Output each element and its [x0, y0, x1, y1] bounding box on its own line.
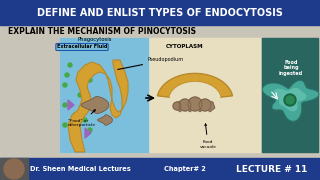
- Polygon shape: [85, 128, 91, 138]
- Text: Food
being
ingested: Food being ingested: [279, 60, 303, 76]
- Bar: [262, 38, 318, 152]
- Circle shape: [88, 78, 92, 82]
- Polygon shape: [169, 82, 221, 100]
- Circle shape: [83, 98, 87, 102]
- Circle shape: [68, 63, 72, 67]
- Circle shape: [286, 96, 294, 104]
- Bar: [0, 158, 28, 180]
- Polygon shape: [175, 100, 215, 112]
- Polygon shape: [157, 73, 233, 97]
- Circle shape: [78, 93, 82, 97]
- Circle shape: [73, 133, 77, 137]
- Circle shape: [199, 99, 211, 111]
- Bar: [60, 38, 260, 152]
- Text: Pseudopodium: Pseudopodium: [118, 57, 184, 69]
- Text: "Food" or
otherparticle: "Food" or otherparticle: [68, 110, 96, 127]
- Bar: [0, 158, 320, 180]
- Circle shape: [88, 128, 92, 132]
- Polygon shape: [274, 88, 307, 111]
- Circle shape: [83, 118, 87, 122]
- Polygon shape: [68, 60, 128, 152]
- Ellipse shape: [4, 159, 24, 179]
- Bar: [0, 25, 320, 158]
- Text: Chapter# 2: Chapter# 2: [164, 166, 206, 172]
- Polygon shape: [262, 80, 319, 121]
- Polygon shape: [68, 100, 74, 110]
- Circle shape: [63, 83, 67, 87]
- Text: EXPLAIN THE MECHANISM OF PINOCYTOSIS: EXPLAIN THE MECHANISM OF PINOCYTOSIS: [8, 28, 196, 37]
- Text: Dr. Sheen Medical Lectures: Dr. Sheen Medical Lectures: [30, 166, 130, 172]
- Text: Phagocytosis: Phagocytosis: [78, 37, 113, 42]
- Bar: [0, 0, 320, 25]
- Circle shape: [284, 94, 296, 106]
- Text: Food
vacuole: Food vacuole: [199, 124, 217, 149]
- Text: DEFINE AND ENLIST TYPES OF ENDOCYTOSIS: DEFINE AND ENLIST TYPES OF ENDOCYTOSIS: [37, 8, 283, 18]
- Circle shape: [63, 103, 67, 107]
- Circle shape: [63, 123, 67, 127]
- Circle shape: [173, 102, 181, 110]
- Polygon shape: [81, 96, 109, 113]
- Circle shape: [65, 73, 69, 77]
- Circle shape: [73, 113, 77, 117]
- Text: LECTURE # 11: LECTURE # 11: [236, 165, 308, 174]
- Circle shape: [188, 97, 202, 111]
- Text: Extracellular Fluid: Extracellular Fluid: [57, 44, 107, 50]
- Circle shape: [179, 99, 191, 111]
- Bar: [60, 38, 148, 152]
- Text: CYTOPLASM: CYTOPLASM: [166, 44, 204, 50]
- Circle shape: [78, 73, 82, 77]
- Polygon shape: [98, 115, 113, 125]
